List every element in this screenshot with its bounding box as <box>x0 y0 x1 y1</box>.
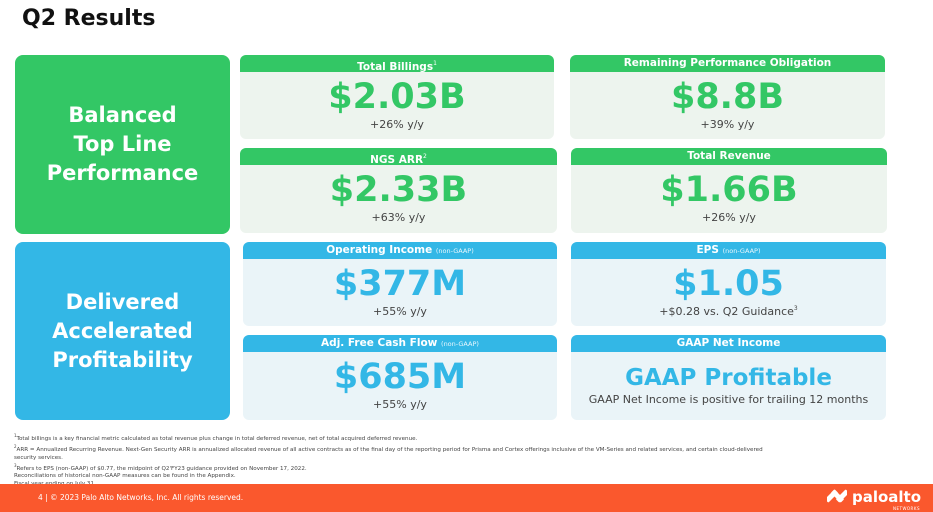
card-header: Adj. Free Cash Flow (non-GAAP) <box>243 335 557 352</box>
footer-bar: 4 | © 2023 Palo Alto Networks, Inc. All … <box>0 484 933 512</box>
card-header: Total Revenue <box>571 148 887 165</box>
footnote: security services. <box>14 455 914 462</box>
card-header: Total Billings1 <box>240 55 554 73</box>
footnote-ref: 2 <box>423 153 427 160</box>
non-gaap-note: (non-GAAP) <box>435 247 474 255</box>
operating-income-card: Operating Income (non-GAAP) $377M +55% y… <box>243 242 557 326</box>
total-revenue-card: Total Revenue $1.66B +26% y/y <box>571 148 887 233</box>
rpo-card: Remaining Performance Obligation $8.8B +… <box>570 55 885 139</box>
paloalto-logo: paloalto NETWORKS <box>826 488 921 511</box>
footnotes: 1Total billings is a key financial metri… <box>14 432 914 488</box>
card-growth: +$0.28 vs. Q2 Guidance3 <box>571 305 886 318</box>
card-growth: +63% y/y <box>371 211 426 224</box>
footnote: 3Refers to EPS (non-GAAP) of $0.77, the … <box>14 462 914 473</box>
logo-tagline: NETWORKS <box>892 506 920 511</box>
footnote: Reconciliations of historical non-GAAP m… <box>14 473 914 480</box>
paloalto-mark-icon <box>826 489 847 503</box>
card-header: NGS ARR2 <box>240 148 557 166</box>
footnote-text: Reconciliations of historical non-GAAP m… <box>14 473 236 480</box>
total-billings-card: Total Billings1 $2.03B +26% y/y <box>240 55 554 139</box>
footnote-text: Refers to EPS (non-GAAP) of $0.77, the m… <box>16 465 307 472</box>
card-header: Remaining Performance Obligation <box>570 55 885 72</box>
card-value: GAAP Profitable <box>625 365 832 391</box>
card-header-label: Operating Income <box>326 244 433 256</box>
footnote-text: Total billings is a key financial metric… <box>16 435 418 442</box>
card-value: $1.05 <box>673 264 784 304</box>
card-value: $1.66B <box>660 170 798 210</box>
card-growth-text: +$0.28 vs. Q2 Guidance <box>659 305 794 318</box>
non-gaap-note: (non-GAAP) <box>722 247 761 255</box>
card-growth: +55% y/y <box>373 305 427 318</box>
balanced-top-line-panel: Balanced Top Line Performance <box>15 55 230 234</box>
card-header: Operating Income (non-GAAP) <box>243 242 557 259</box>
footnote-ref: 3 <box>793 305 798 312</box>
footnote-number: 2 <box>14 444 17 450</box>
free-cash-flow-card: Adj. Free Cash Flow (non-GAAP) $685M +55… <box>243 335 557 420</box>
page-title: Q2 Results <box>22 6 156 31</box>
footnote-text: Fiscal year ending on July 31. <box>14 481 96 487</box>
card-value: $2.03B <box>328 77 466 117</box>
ngs-arr-card: NGS ARR2 $2.33B +63% y/y <box>240 148 557 233</box>
card-value: $2.33B <box>329 170 468 210</box>
card-header-label: NGS ARR <box>370 154 424 166</box>
card-value: $8.8B <box>670 77 785 117</box>
footnote: Fiscal year ending on July 31. <box>14 481 914 488</box>
card-header-label: Adj. Free Cash Flow <box>321 337 438 349</box>
logo-wordmark: paloalto <box>851 488 921 506</box>
eps-card: EPS (non-GAAP) $1.05 +$0.28 vs. Q2 Guida… <box>571 242 886 326</box>
card-header: GAAP Net Income <box>571 335 886 352</box>
card-header-label: Total Billings <box>357 61 434 73</box>
card-description: GAAP Net Income is positive for trailing… <box>588 393 869 406</box>
footnote: 1Total billings is a key financial metri… <box>14 432 914 443</box>
non-gaap-note: (non-GAAP) <box>441 340 479 348</box>
footnote: 2ARR = Annualized Recurring Revenue. Nex… <box>14 443 914 454</box>
card-header: EPS (non-GAAP) <box>571 242 886 259</box>
card-header-label: EPS <box>696 244 719 256</box>
gaap-net-income-card: GAAP Net Income GAAP Profitable GAAP Net… <box>571 335 886 420</box>
footnote-number: 1 <box>14 433 17 438</box>
footnote-text: security services. <box>14 454 63 461</box>
card-growth: +26% y/y <box>702 211 756 224</box>
delivered-profitability-panel: Delivered Accelerated Profitability <box>15 242 230 420</box>
footnote-number: 3 <box>14 462 17 468</box>
footnote-text: ARR = Annualized Recurring Revenue. Next… <box>16 447 763 454</box>
card-growth: +39% y/y <box>700 118 755 131</box>
card-value: $377M <box>333 264 467 304</box>
card-value: $685M <box>333 357 467 397</box>
card-growth: +26% y/y <box>370 118 424 131</box>
copyright-text: 4 | © 2023 Palo Alto Networks, Inc. All … <box>38 493 244 502</box>
card-growth: +55% y/y <box>373 398 427 411</box>
footnote-ref: 1 <box>433 60 437 67</box>
